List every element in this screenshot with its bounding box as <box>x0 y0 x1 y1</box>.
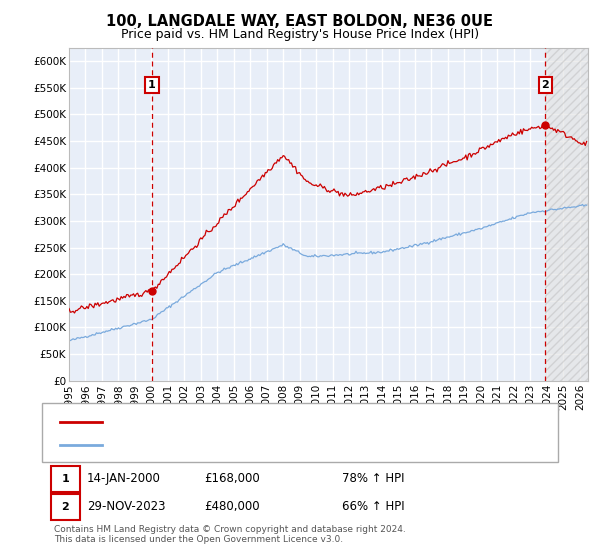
Text: Price paid vs. HM Land Registry's House Price Index (HPI): Price paid vs. HM Land Registry's House … <box>121 28 479 41</box>
Text: 2: 2 <box>541 80 549 90</box>
Text: 14-JAN-2000: 14-JAN-2000 <box>87 472 161 486</box>
Text: 29-NOV-2023: 29-NOV-2023 <box>87 500 166 514</box>
Text: HPI: Average price, detached house, South Tyneside: HPI: Average price, detached house, Sout… <box>108 440 399 450</box>
Text: 78% ↑ HPI: 78% ↑ HPI <box>342 472 404 486</box>
Bar <box>545 48 596 381</box>
Text: £480,000: £480,000 <box>204 500 260 514</box>
Text: 100, LANGDALE WAY, EAST BOLDON, NE36 0UE (detached house): 100, LANGDALE WAY, EAST BOLDON, NE36 0UE… <box>108 417 475 427</box>
Text: 2: 2 <box>62 502 69 512</box>
Text: £168,000: £168,000 <box>204 472 260 486</box>
Text: 100, LANGDALE WAY, EAST BOLDON, NE36 0UE: 100, LANGDALE WAY, EAST BOLDON, NE36 0UE <box>107 14 493 29</box>
Text: Contains HM Land Registry data © Crown copyright and database right 2024.
This d: Contains HM Land Registry data © Crown c… <box>54 525 406 544</box>
Text: 1: 1 <box>62 474 69 484</box>
Text: 66% ↑ HPI: 66% ↑ HPI <box>342 500 404 514</box>
Bar <box>545 48 596 381</box>
Text: 1: 1 <box>148 80 156 90</box>
